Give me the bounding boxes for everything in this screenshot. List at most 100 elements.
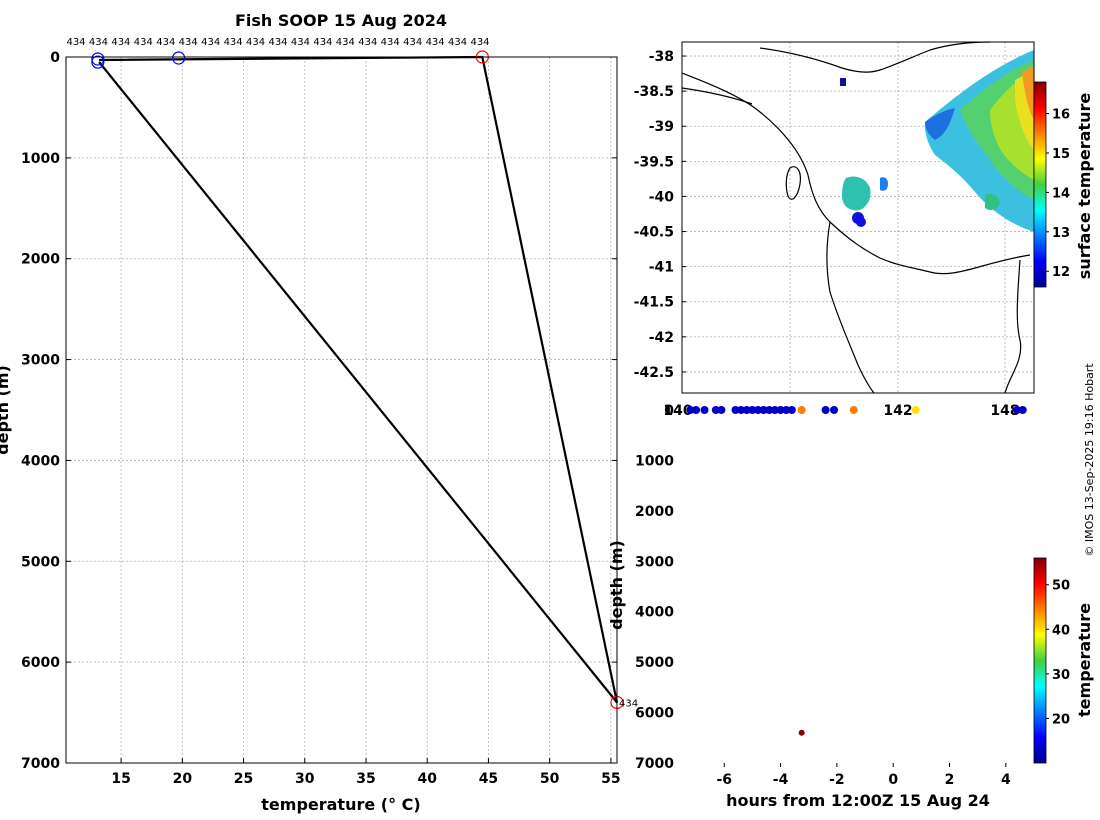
scatter-x-tick-label: 0 xyxy=(888,772,898,788)
temp-colorbar-tick-label: 50 xyxy=(1052,579,1070,594)
temp-colorbar-tick-label: 40 xyxy=(1052,623,1070,638)
profile-top-label: 434 xyxy=(156,37,175,48)
scatter-x-tick-label: -2 xyxy=(829,772,845,788)
scatter-y-tick-label: 3000 xyxy=(635,554,674,570)
profile-top-label: 434 xyxy=(291,37,310,48)
map-y-tick-label: -39.5 xyxy=(634,154,674,170)
profile-x-tick-label: 25 xyxy=(234,771,253,787)
map-y-tick-label: -40 xyxy=(649,189,675,205)
map-coastline-north xyxy=(681,41,991,105)
scatter-x-axis-label: hours from 12:00Z 15 Aug 24 xyxy=(726,791,990,810)
map-sst-field xyxy=(840,50,1034,232)
profile-y-tick-label: 5000 xyxy=(21,554,60,570)
scatter-point xyxy=(911,406,920,414)
map-coastline-east xyxy=(1004,259,1022,394)
profile-marker xyxy=(172,51,186,65)
profile-markers: 434 xyxy=(91,50,638,709)
map-x-tick-148: 148 xyxy=(990,403,1019,419)
profile-x-ticks: 15 20 25 30 35 40 45 50 55 xyxy=(111,758,621,787)
profile-y-tick-label: 4000 xyxy=(21,453,60,469)
profile-y-tick-label: 7000 xyxy=(21,756,60,772)
scatter-point xyxy=(782,406,791,414)
profile-x-tick-label: 40 xyxy=(417,771,437,787)
scatter-y-axis-label: depth (m) xyxy=(607,540,626,630)
map-x-tick-140: 140 xyxy=(663,403,692,419)
map-coastline xyxy=(681,72,1031,275)
scatter-y-tick-label: 6000 xyxy=(635,706,674,722)
map-coastline-south xyxy=(826,221,875,394)
profile-y-tick-label: 6000 xyxy=(21,655,60,671)
map-y-tick-label: -42 xyxy=(649,330,674,346)
sst-colorbar-ticks: 12 13 14 15 16 xyxy=(1046,108,1070,280)
scatter-point xyxy=(770,406,779,414)
scatter-y-tick-label: 5000 xyxy=(635,655,674,671)
profile-y-axis-label: depth (m) xyxy=(0,365,12,455)
profile-grid xyxy=(66,56,617,764)
profile-y-tick-label: 2000 xyxy=(21,252,60,268)
sst-colorbar-label: surface temperature xyxy=(1075,93,1094,280)
temp-colorbar-tick-label: 30 xyxy=(1052,668,1070,683)
map-y-ticks: -38 -38.5 -39 -39.5 -40 -40.5 -41 -41.5 -42 -42.5 xyxy=(634,49,686,381)
temp-colorbar-tick-label: 20 xyxy=(1052,712,1070,727)
scatter-point xyxy=(700,406,709,414)
profile-top-label: 434 xyxy=(426,37,445,48)
map-y-tick-label: -41 xyxy=(649,260,674,276)
scatter-point xyxy=(821,406,830,414)
map-y-tick-label: -39 xyxy=(649,119,674,135)
scatter-point xyxy=(765,406,774,414)
profile-top-label: 434 xyxy=(470,37,489,48)
profile-top-label: 434 xyxy=(66,37,85,48)
scatter-point xyxy=(1013,406,1022,414)
scatter-point xyxy=(686,406,695,414)
map-y-tick-label: -42.5 xyxy=(634,365,674,381)
scatter-point xyxy=(711,406,720,414)
scatter-point xyxy=(787,406,796,414)
scatter-y-tick-label: 0 xyxy=(664,403,674,419)
scatter-point xyxy=(748,406,757,414)
profile-top-labels: 434 434 434 434 434 434 434 434 434 434 434 434 434 4… xyxy=(66,37,489,48)
profile-y-ticks: 0 1000 2000 3000 4000 5000 6000 7000 xyxy=(21,50,617,772)
scatter-x-ticks: -6 -4 -2 0 2 4 xyxy=(716,763,1011,788)
sst-colorbar-tick-label: 16 xyxy=(1052,108,1070,123)
scatter-point xyxy=(717,406,726,414)
scatter-point xyxy=(776,406,785,414)
profile-line xyxy=(98,55,619,704)
scatter-point xyxy=(830,406,839,414)
profile-top-label: 434 xyxy=(268,37,287,48)
map-island-king xyxy=(785,166,801,200)
profile-polyline xyxy=(98,55,619,704)
scatter-x-tick-label: -6 xyxy=(716,772,732,788)
scatter-point xyxy=(797,406,806,414)
scatter-x-tick-label: 2 xyxy=(945,772,955,788)
profile-top-label: 434 xyxy=(224,37,243,48)
profile-y-tick-label: 1000 xyxy=(21,151,60,167)
profile-marker xyxy=(91,55,105,69)
credit-text: © IMOS 13-Sep-2025 19:16 Hobart xyxy=(1083,363,1096,557)
profile-x-tick-label: 15 xyxy=(111,771,130,787)
scatter-point xyxy=(754,406,763,414)
profile-top-label: 434 xyxy=(313,37,332,48)
profile-top-label: 434 xyxy=(336,37,355,48)
profile-y-tick-label: 0 xyxy=(50,50,60,66)
profile-x-tick-label: 20 xyxy=(173,771,193,787)
profile-x-axis-label: temperature (° C) xyxy=(261,795,420,814)
scatter-point xyxy=(849,406,858,414)
profile-top-label: 434 xyxy=(134,37,153,48)
profile-top-label: 434 xyxy=(448,37,467,48)
scatter-point xyxy=(742,406,751,414)
scatter-y-tick-label: 2000 xyxy=(635,504,674,520)
profile-x-tick-label: 45 xyxy=(479,771,498,787)
scatter-x-tick-label: -4 xyxy=(773,772,789,788)
scatter-point xyxy=(759,406,768,414)
temp-colorbar-label: temperature xyxy=(1075,603,1094,717)
sst-colorbar-tick-label: 14 xyxy=(1052,186,1070,201)
profile-marker-label: 434 xyxy=(619,698,638,709)
scatter-point xyxy=(737,406,746,414)
profile-top-label: 434 xyxy=(201,37,220,48)
map-x-tick-142: 142 xyxy=(883,403,912,419)
sst-colorbar-tick-label: 12 xyxy=(1052,265,1070,280)
scatter-x-tick-label: 4 xyxy=(1001,772,1011,788)
profile-top-label: 434 xyxy=(381,37,400,48)
profile-x-tick-label: 55 xyxy=(601,771,620,787)
scatter-y-tick-label: 4000 xyxy=(635,605,674,621)
